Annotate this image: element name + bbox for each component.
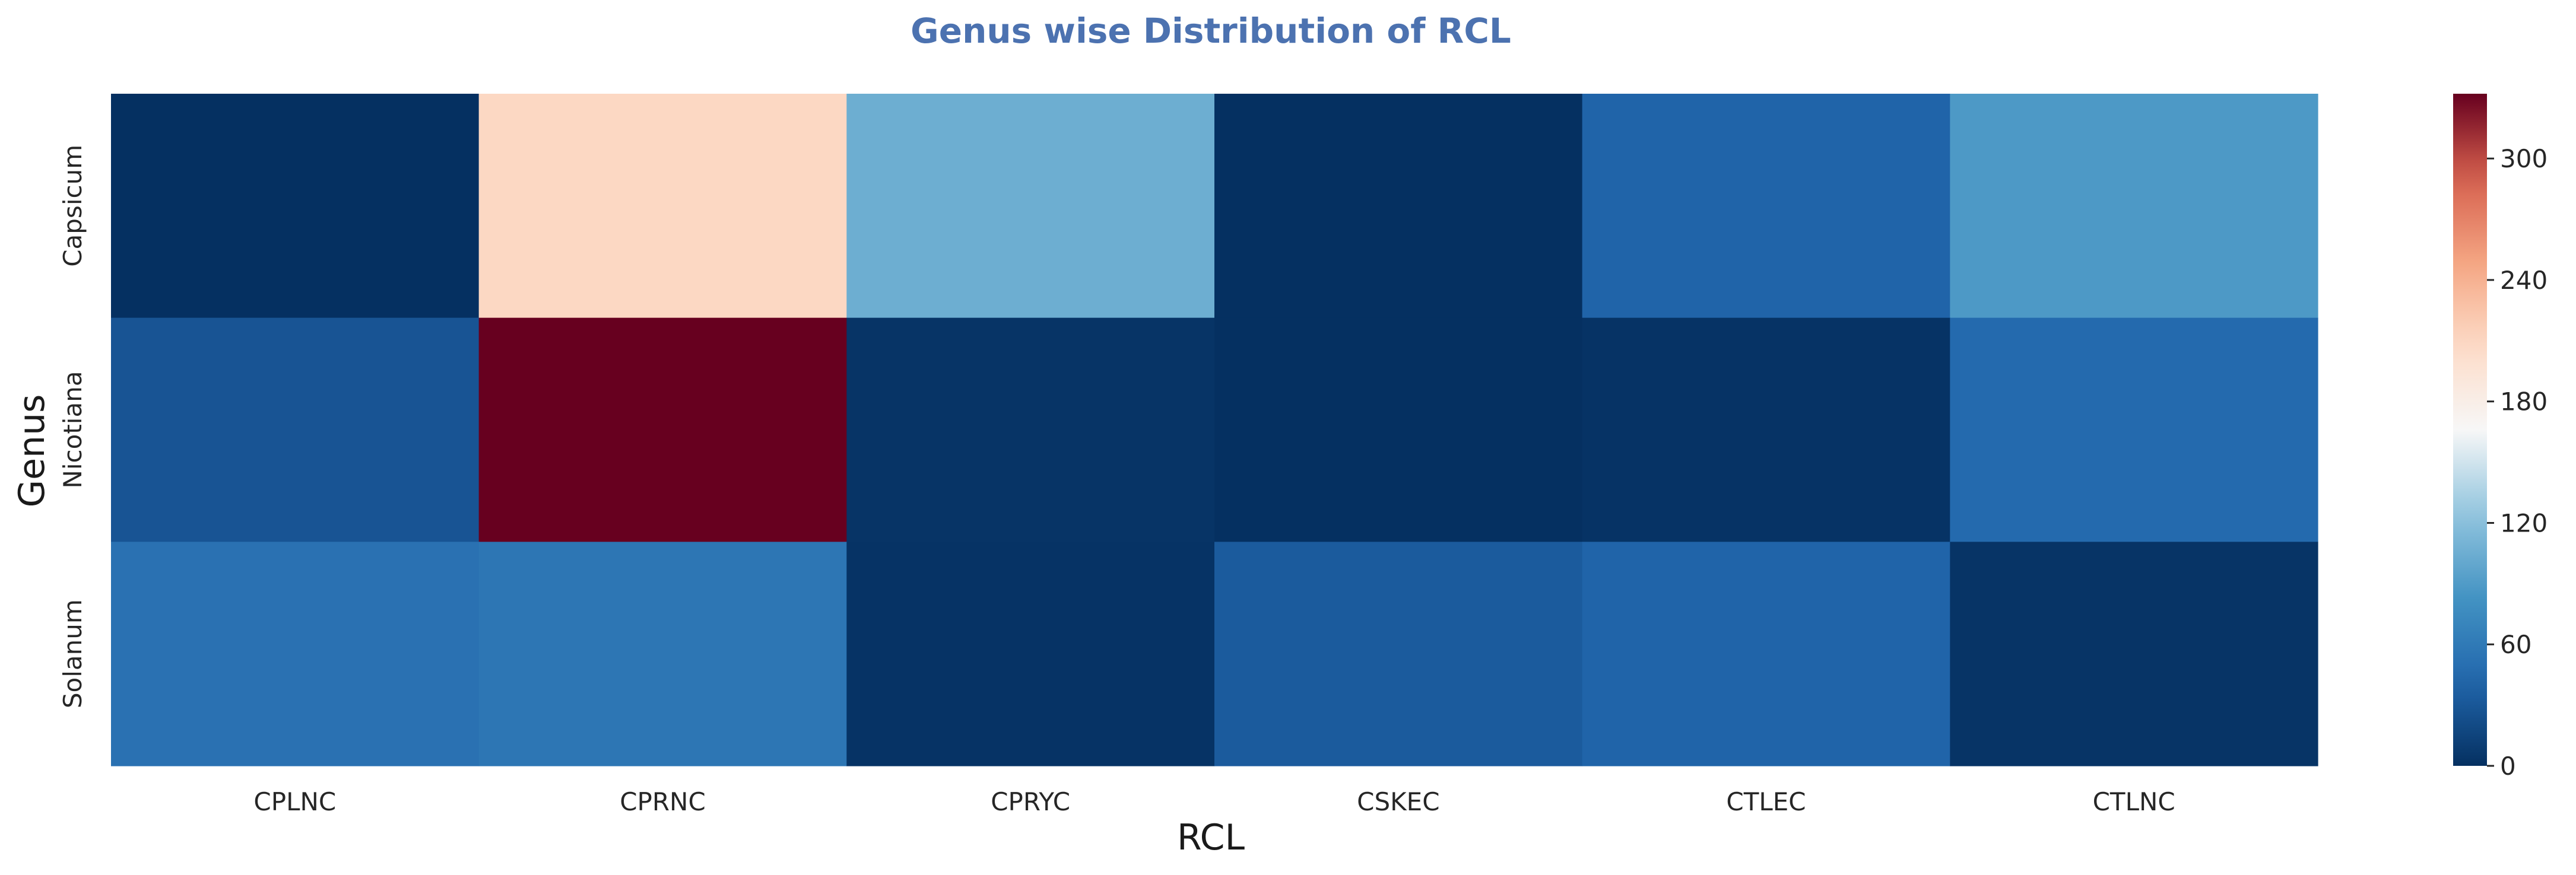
heatmap-cell-capsicum-cprnc xyxy=(478,94,847,319)
colorbar-gradient xyxy=(2453,94,2487,766)
chart-title: Genus wise Distribution of RCL xyxy=(911,11,1511,51)
y-tick-label: Nicotiana xyxy=(58,371,87,488)
heatmap-cell-capsicum-cskec xyxy=(1214,94,1583,319)
heatmap-cell-nicotiana-cskec xyxy=(1214,317,1583,542)
heatmap-cell-solanum-ctlnc xyxy=(1950,542,2318,766)
heatmap-cell-nicotiana-cpryc xyxy=(846,317,1215,542)
heatmap-cell-capsicum-cpryc xyxy=(846,94,1215,319)
colorbar-tick-label: 180 xyxy=(2500,387,2548,416)
x-tick-labels: CPLNC CPRNC CPRYC CSKEC CTLEC CTLNC xyxy=(253,787,2175,816)
y-tick-labels: Capsicum Nicotiana Solanum xyxy=(58,145,87,708)
x-tick-label: CPRNC xyxy=(620,787,706,816)
heatmap-cell-capsicum-cplnc xyxy=(111,94,480,319)
colorbar-tick-label: 300 xyxy=(2500,144,2548,173)
colorbar-tick-label: 60 xyxy=(2500,630,2531,659)
x-tick-label: CTLEC xyxy=(1726,787,1806,816)
heatmap-cell-nicotiana-cprnc xyxy=(478,317,847,542)
x-tick-label: CSKEC xyxy=(1357,787,1439,816)
x-tick-label: CPRYC xyxy=(991,787,1070,816)
heatmap-cell-solanum-cplnc xyxy=(111,542,480,766)
heatmap-cell-solanum-cpryc xyxy=(846,542,1215,766)
heatmap-cells xyxy=(111,94,2318,766)
heatmap-cell-solanum-cprnc xyxy=(478,542,847,766)
x-tick-label: CPLNC xyxy=(253,787,336,816)
colorbar-tick-label: 240 xyxy=(2500,266,2548,295)
y-tick-label: Solanum xyxy=(58,599,87,708)
colorbar: 0 60 120 180 240 300 xyxy=(2453,94,2548,781)
colorbar-tick-label: 0 xyxy=(2500,752,2516,781)
x-tick-label: CTLNC xyxy=(2093,787,2175,816)
x-axis-label: RCL xyxy=(1177,817,1245,858)
heatmap-cell-nicotiana-ctlnc xyxy=(1950,317,2318,542)
heatmap-cell-nicotiana-cplnc xyxy=(111,317,480,542)
y-axis-label: Genus xyxy=(11,394,53,508)
colorbar-tick-label: 120 xyxy=(2500,508,2548,537)
heatmap-cell-solanum-ctlec xyxy=(1582,542,1950,766)
heatmap-cell-capsicum-ctlec xyxy=(1582,94,1950,319)
heatmap-cell-solanum-cskec xyxy=(1214,542,1583,766)
heatmap-cell-capsicum-ctlnc xyxy=(1950,94,2318,319)
y-tick-label: Capsicum xyxy=(58,145,87,267)
heatmap-cell-nicotiana-ctlec xyxy=(1582,317,1950,542)
